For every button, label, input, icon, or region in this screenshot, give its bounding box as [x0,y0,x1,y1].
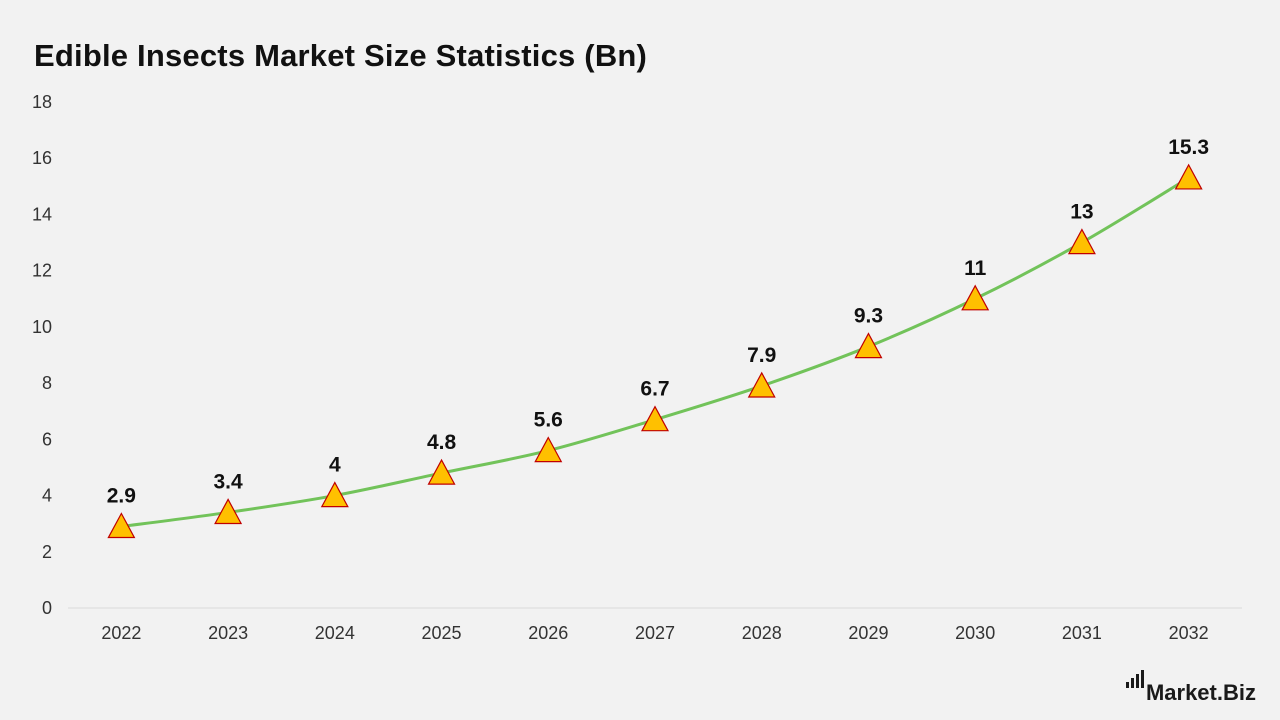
data-point-marker [534,436,563,463]
data-label: 4.8 [427,431,457,454]
data-point-marker [640,405,670,432]
data-label: 5.6 [534,409,563,432]
x-tick-label: 2026 [528,623,568,643]
data-label: 9.3 [854,305,883,328]
data-point-marker [107,512,136,539]
y-tick-label: 4 [42,486,52,506]
x-tick-label: 2025 [422,623,462,643]
y-tick-label: 6 [42,429,52,449]
data-label: 13 [1070,201,1093,224]
data-point-marker [427,458,456,485]
data-point-marker [1174,163,1203,190]
y-tick-label: 8 [42,373,52,393]
x-tick-label: 2031 [1062,623,1102,643]
series-line [121,176,1190,528]
data-point-marker [214,498,243,525]
brand-logo: Market.Biz [1125,670,1256,706]
data-label: 15.3 [1168,136,1209,159]
brand-logo-text: Market.Biz [1145,680,1256,705]
data-point-marker [320,481,349,508]
y-tick-label: 0 [42,598,52,618]
data-labels: 2.9 3.4 4 4.8 5.6 6.7 7.9 9.3 11 13 15.3 [107,136,1209,508]
y-tick-label: 14 [32,204,52,224]
data-label: 3.4 [213,470,243,493]
y-tick-label: 16 [32,148,52,168]
y-tick-label: 12 [32,261,52,281]
x-tick-label: 2027 [635,623,675,643]
data-point-marker [854,332,883,359]
y-tick-label: 2 [42,542,52,562]
data-label: 4 [329,454,341,477]
x-tick-label: 2030 [955,623,995,643]
x-tick-label: 2023 [208,623,248,643]
data-label: 2.9 [107,484,136,507]
data-label: 11 [964,257,987,280]
y-tick-label: 18 [32,92,52,112]
x-tick-label: 2024 [315,623,355,643]
x-tick-label: 2032 [1169,623,1209,643]
bar-chart-icon [1125,670,1144,688]
x-tick-label: 2029 [848,623,888,643]
x-axis: 2022 2023 2024 2025 2026 2027 2028 2029 2030 2031… [101,623,1208,643]
series-markers [107,163,1203,539]
data-label: 7.9 [747,344,776,367]
chart-title: Edible Insects Market Size Statistics (B… [34,38,648,73]
data-point-marker [961,284,990,311]
x-tick-label: 2022 [101,623,141,643]
y-axis: 0 2 4 6 8 10 12 14 16 18 [32,92,52,618]
x-tick-label: 2028 [742,623,782,643]
data-point-marker [747,371,776,398]
data-point-marker [1067,228,1096,255]
y-tick-label: 10 [32,317,52,337]
data-label: 6.7 [640,378,669,401]
